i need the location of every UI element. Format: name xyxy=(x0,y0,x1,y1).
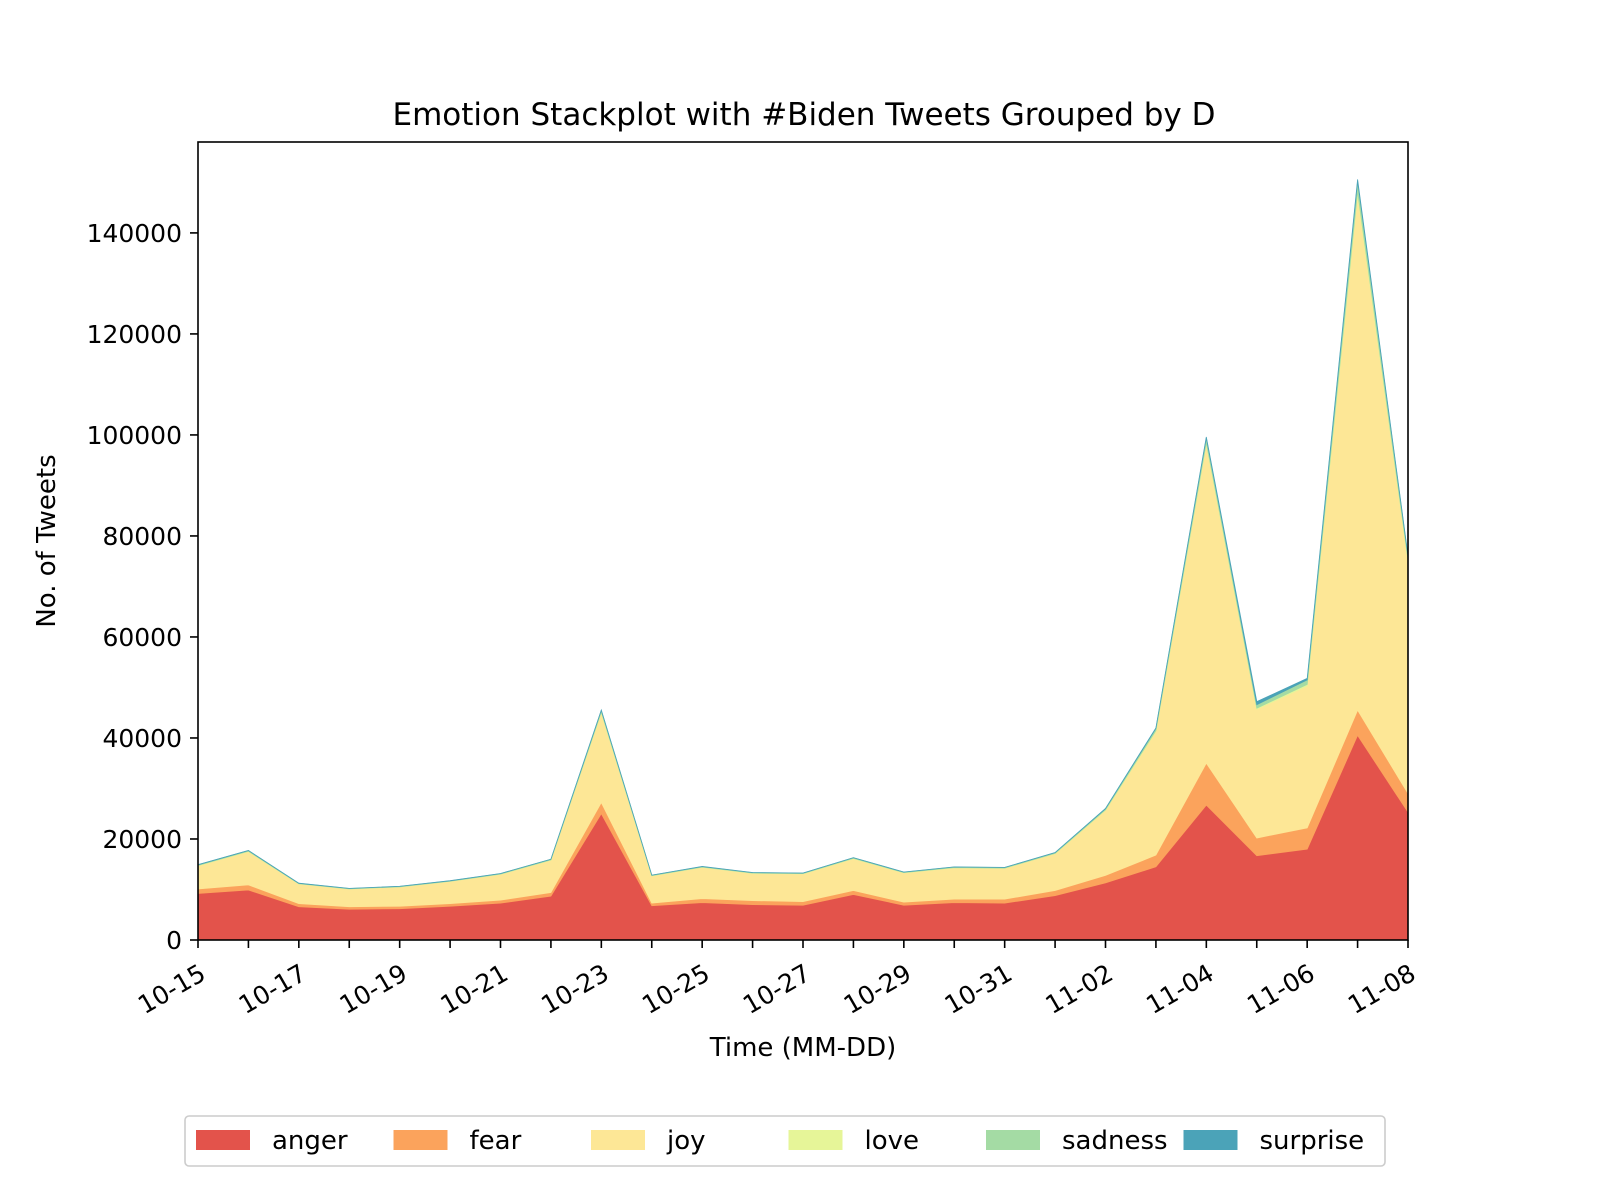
legend-swatch-love xyxy=(788,1130,843,1150)
legend-label-anger: anger xyxy=(272,1126,348,1156)
legend-label-surprise: surprise xyxy=(1260,1126,1365,1156)
x-tick-label: 10-23 xyxy=(536,958,613,1019)
x-axis-label: Time (MM-DD) xyxy=(709,1033,896,1063)
legend-swatch-joy xyxy=(591,1130,645,1150)
y-tick-label: 20000 xyxy=(102,825,182,854)
y-tick-label: 80000 xyxy=(102,522,182,551)
y-axis-label: No. of Tweets xyxy=(32,454,62,627)
x-tick-label: 10-27 xyxy=(738,958,815,1019)
x-tick-label: 10-31 xyxy=(940,958,1017,1019)
legend-label-joy: joy xyxy=(666,1126,706,1156)
y-tick-label: 0 xyxy=(166,926,182,955)
y-tick-label: 140000 xyxy=(87,219,182,248)
legend-swatch-fear xyxy=(393,1130,448,1150)
y-tick-label: 40000 xyxy=(102,724,182,753)
legend-swatch-anger xyxy=(196,1130,250,1150)
x-tick-label: 11-08 xyxy=(1343,958,1420,1019)
x-axis: 10-15 10-17 10-19 10-21 10-23 10-25 10-27 10-29… xyxy=(133,940,1420,1020)
x-tick-label: 10-17 xyxy=(234,958,311,1019)
y-tick-label: 100000 xyxy=(87,421,182,450)
x-tick-label: 10-25 xyxy=(637,958,714,1019)
legend-frame xyxy=(184,1115,1386,1167)
x-tick-label: 10-21 xyxy=(435,958,512,1019)
x-tick-label: 10-15 xyxy=(133,958,210,1019)
area-layers xyxy=(197,179,1409,941)
legend-swatch-sadness xyxy=(986,1130,1040,1150)
legend-label-sadness: sadness xyxy=(1062,1126,1168,1156)
y-tick-label: 60000 xyxy=(102,623,182,652)
chart-title: Emotion Stackplot with #Biden Tweets Gro… xyxy=(393,97,1216,133)
y-tick-label: 120000 xyxy=(87,320,182,349)
legend-swatch-surprise xyxy=(1183,1130,1238,1150)
x-tick-label: 10-19 xyxy=(335,958,412,1019)
legend: anger fear joy love sadness surprise xyxy=(184,1115,1386,1167)
legend-label-fear: fear xyxy=(470,1126,522,1156)
legend-label-love: love xyxy=(865,1126,920,1156)
y-axis: 0 20000 40000 60000 80000 100000 120000 140000 xyxy=(87,219,198,955)
x-tick-label: 10-29 xyxy=(839,958,916,1019)
x-tick-label: 11-04 xyxy=(1141,958,1218,1019)
x-tick-label: 11-02 xyxy=(1040,958,1117,1019)
x-tick-label: 11-06 xyxy=(1242,958,1319,1019)
